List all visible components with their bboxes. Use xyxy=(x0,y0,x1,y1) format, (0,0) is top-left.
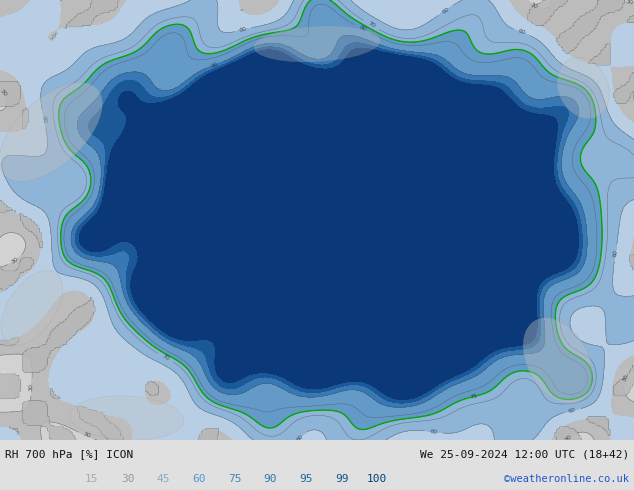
Text: 95: 95 xyxy=(299,474,313,484)
Text: 45: 45 xyxy=(157,474,170,484)
Text: RH 700 hPa [%] ICON: RH 700 hPa [%] ICON xyxy=(5,449,133,459)
Text: 75: 75 xyxy=(228,474,242,484)
Ellipse shape xyxy=(1,270,63,346)
Text: 70: 70 xyxy=(160,353,170,362)
Text: 30: 30 xyxy=(82,432,91,440)
Text: 75: 75 xyxy=(469,393,478,400)
Text: 30: 30 xyxy=(11,256,20,265)
Text: 30: 30 xyxy=(529,2,539,10)
Ellipse shape xyxy=(70,396,184,440)
Ellipse shape xyxy=(523,318,593,404)
Text: 60: 60 xyxy=(192,474,205,484)
Ellipse shape xyxy=(557,57,609,119)
Text: 60: 60 xyxy=(296,433,305,442)
Text: 30: 30 xyxy=(625,0,633,5)
Text: 30: 30 xyxy=(121,474,134,484)
Text: 60: 60 xyxy=(430,429,438,435)
Text: ©weatheronline.co.uk: ©weatheronline.co.uk xyxy=(504,474,629,484)
Text: 15: 15 xyxy=(85,474,99,484)
Text: 60: 60 xyxy=(239,26,247,33)
Text: 60: 60 xyxy=(568,407,577,414)
Text: 60: 60 xyxy=(41,115,48,123)
Text: 70: 70 xyxy=(366,21,376,29)
Text: 99: 99 xyxy=(335,474,348,484)
Text: 60: 60 xyxy=(441,6,451,15)
Ellipse shape xyxy=(0,83,102,181)
Text: 90: 90 xyxy=(210,61,220,69)
Ellipse shape xyxy=(254,26,380,62)
Text: 30: 30 xyxy=(564,434,573,442)
Text: 80: 80 xyxy=(358,24,367,33)
Text: 100: 100 xyxy=(367,474,387,484)
Text: 60: 60 xyxy=(612,249,619,257)
Text: 90: 90 xyxy=(264,474,277,484)
Text: 30: 30 xyxy=(0,88,8,98)
Text: 30: 30 xyxy=(622,373,630,383)
Text: We 25-09-2024 12:00 UTC (18+42): We 25-09-2024 12:00 UTC (18+42) xyxy=(420,449,629,459)
Text: 60: 60 xyxy=(517,29,526,36)
Text: 30: 30 xyxy=(29,383,34,391)
